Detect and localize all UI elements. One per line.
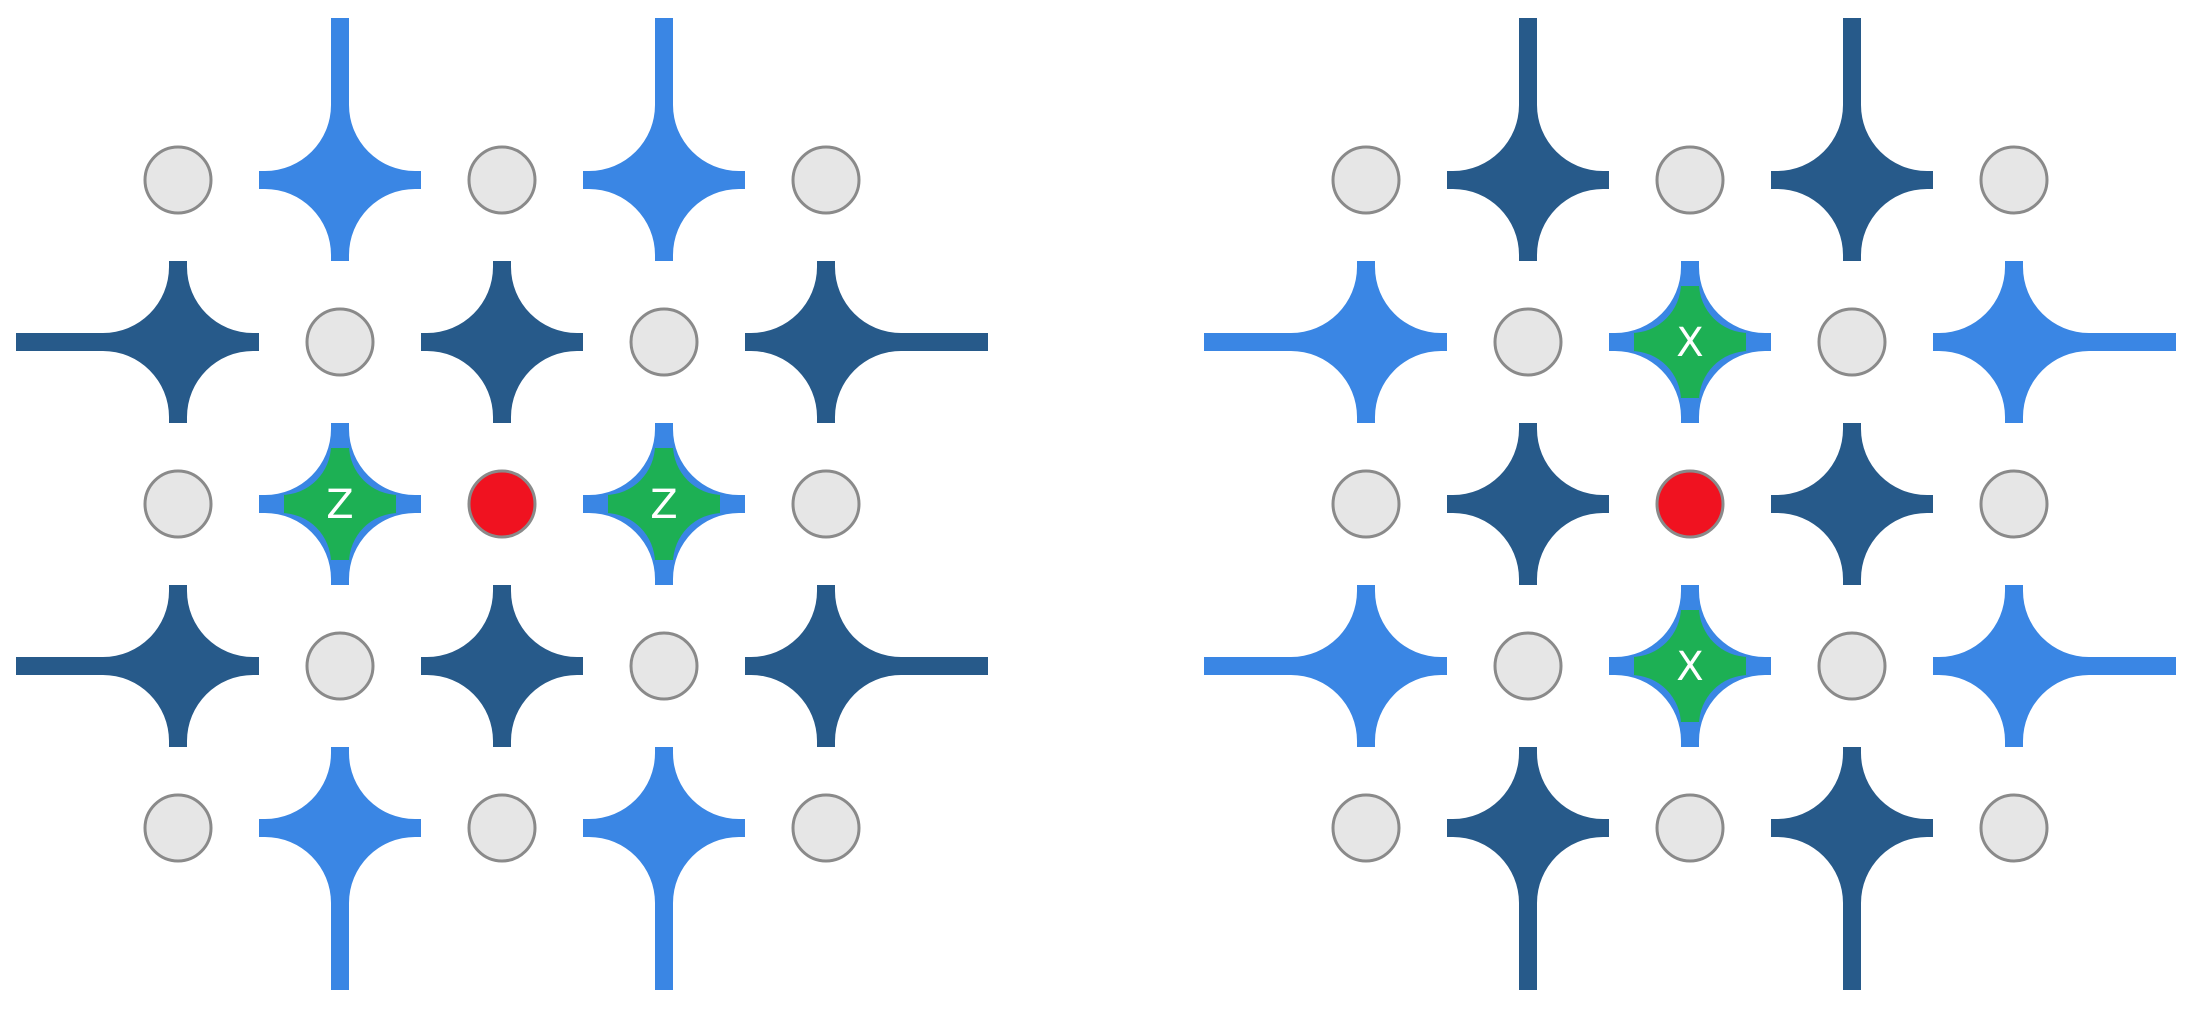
stabilizer-label: Z [326,482,353,528]
data-qubit [1979,145,2049,215]
data-qubit [1817,631,1887,701]
highlighted-plaquette [605,445,723,563]
qubit-layer [1331,145,2049,863]
dark-plaquette [16,585,259,747]
data-qubit [629,631,699,701]
light-plaquette [1204,585,1447,747]
dark-plaquette [421,585,583,747]
data-qubit [1655,145,1725,215]
light-plaquette [259,747,421,990]
data-qubit [1979,469,2049,539]
light-plaquette [1204,261,1447,423]
dark-plaquette [745,261,988,423]
data-qubit [305,631,375,701]
qubit-layer [143,145,861,863]
error-qubit [1655,469,1725,539]
data-qubit [467,145,537,215]
light-plaquette [583,747,745,990]
highlight-layer: XX [1631,283,1749,725]
data-qubit [143,469,213,539]
stabilizer-label: X [1676,320,1703,366]
dark-plaquette [16,261,259,423]
stabilizer-label: X [1676,644,1703,690]
dark-plaquette [745,585,988,747]
light-plaquette [1933,261,2176,423]
light-plaquette [1933,585,2176,747]
dark-plaquette [421,261,583,423]
data-qubit [1331,145,1401,215]
data-qubit [467,793,537,863]
light-plaquette [583,18,745,261]
data-qubit [791,793,861,863]
data-qubit [791,469,861,539]
data-qubit [305,307,375,377]
dark-plaquette [1447,18,1609,261]
data-qubit [791,145,861,215]
data-qubit [1493,307,1563,377]
light-plaquette [259,18,421,261]
highlighted-plaquette [1631,607,1749,725]
highlighted-plaquette [1631,283,1749,401]
dark-plaquette [1447,423,1609,585]
error-qubit [467,469,537,539]
data-qubit [1979,793,2049,863]
data-qubit [629,307,699,377]
dark-plaquette [1771,18,1933,261]
lattice-diagram-right: XX [1204,18,2176,990]
stabilizer-label: Z [650,482,677,528]
dark-plaquette [1771,747,1933,990]
dark-plaquette [1771,423,1933,585]
data-qubit [143,793,213,863]
dark-plaquette [1447,747,1609,990]
data-qubit [1331,793,1401,863]
data-qubit [143,145,213,215]
data-qubit [1817,307,1887,377]
highlighted-plaquette [281,445,399,563]
data-qubit [1655,793,1725,863]
data-qubit [1331,469,1401,539]
data-qubit [1493,631,1563,701]
